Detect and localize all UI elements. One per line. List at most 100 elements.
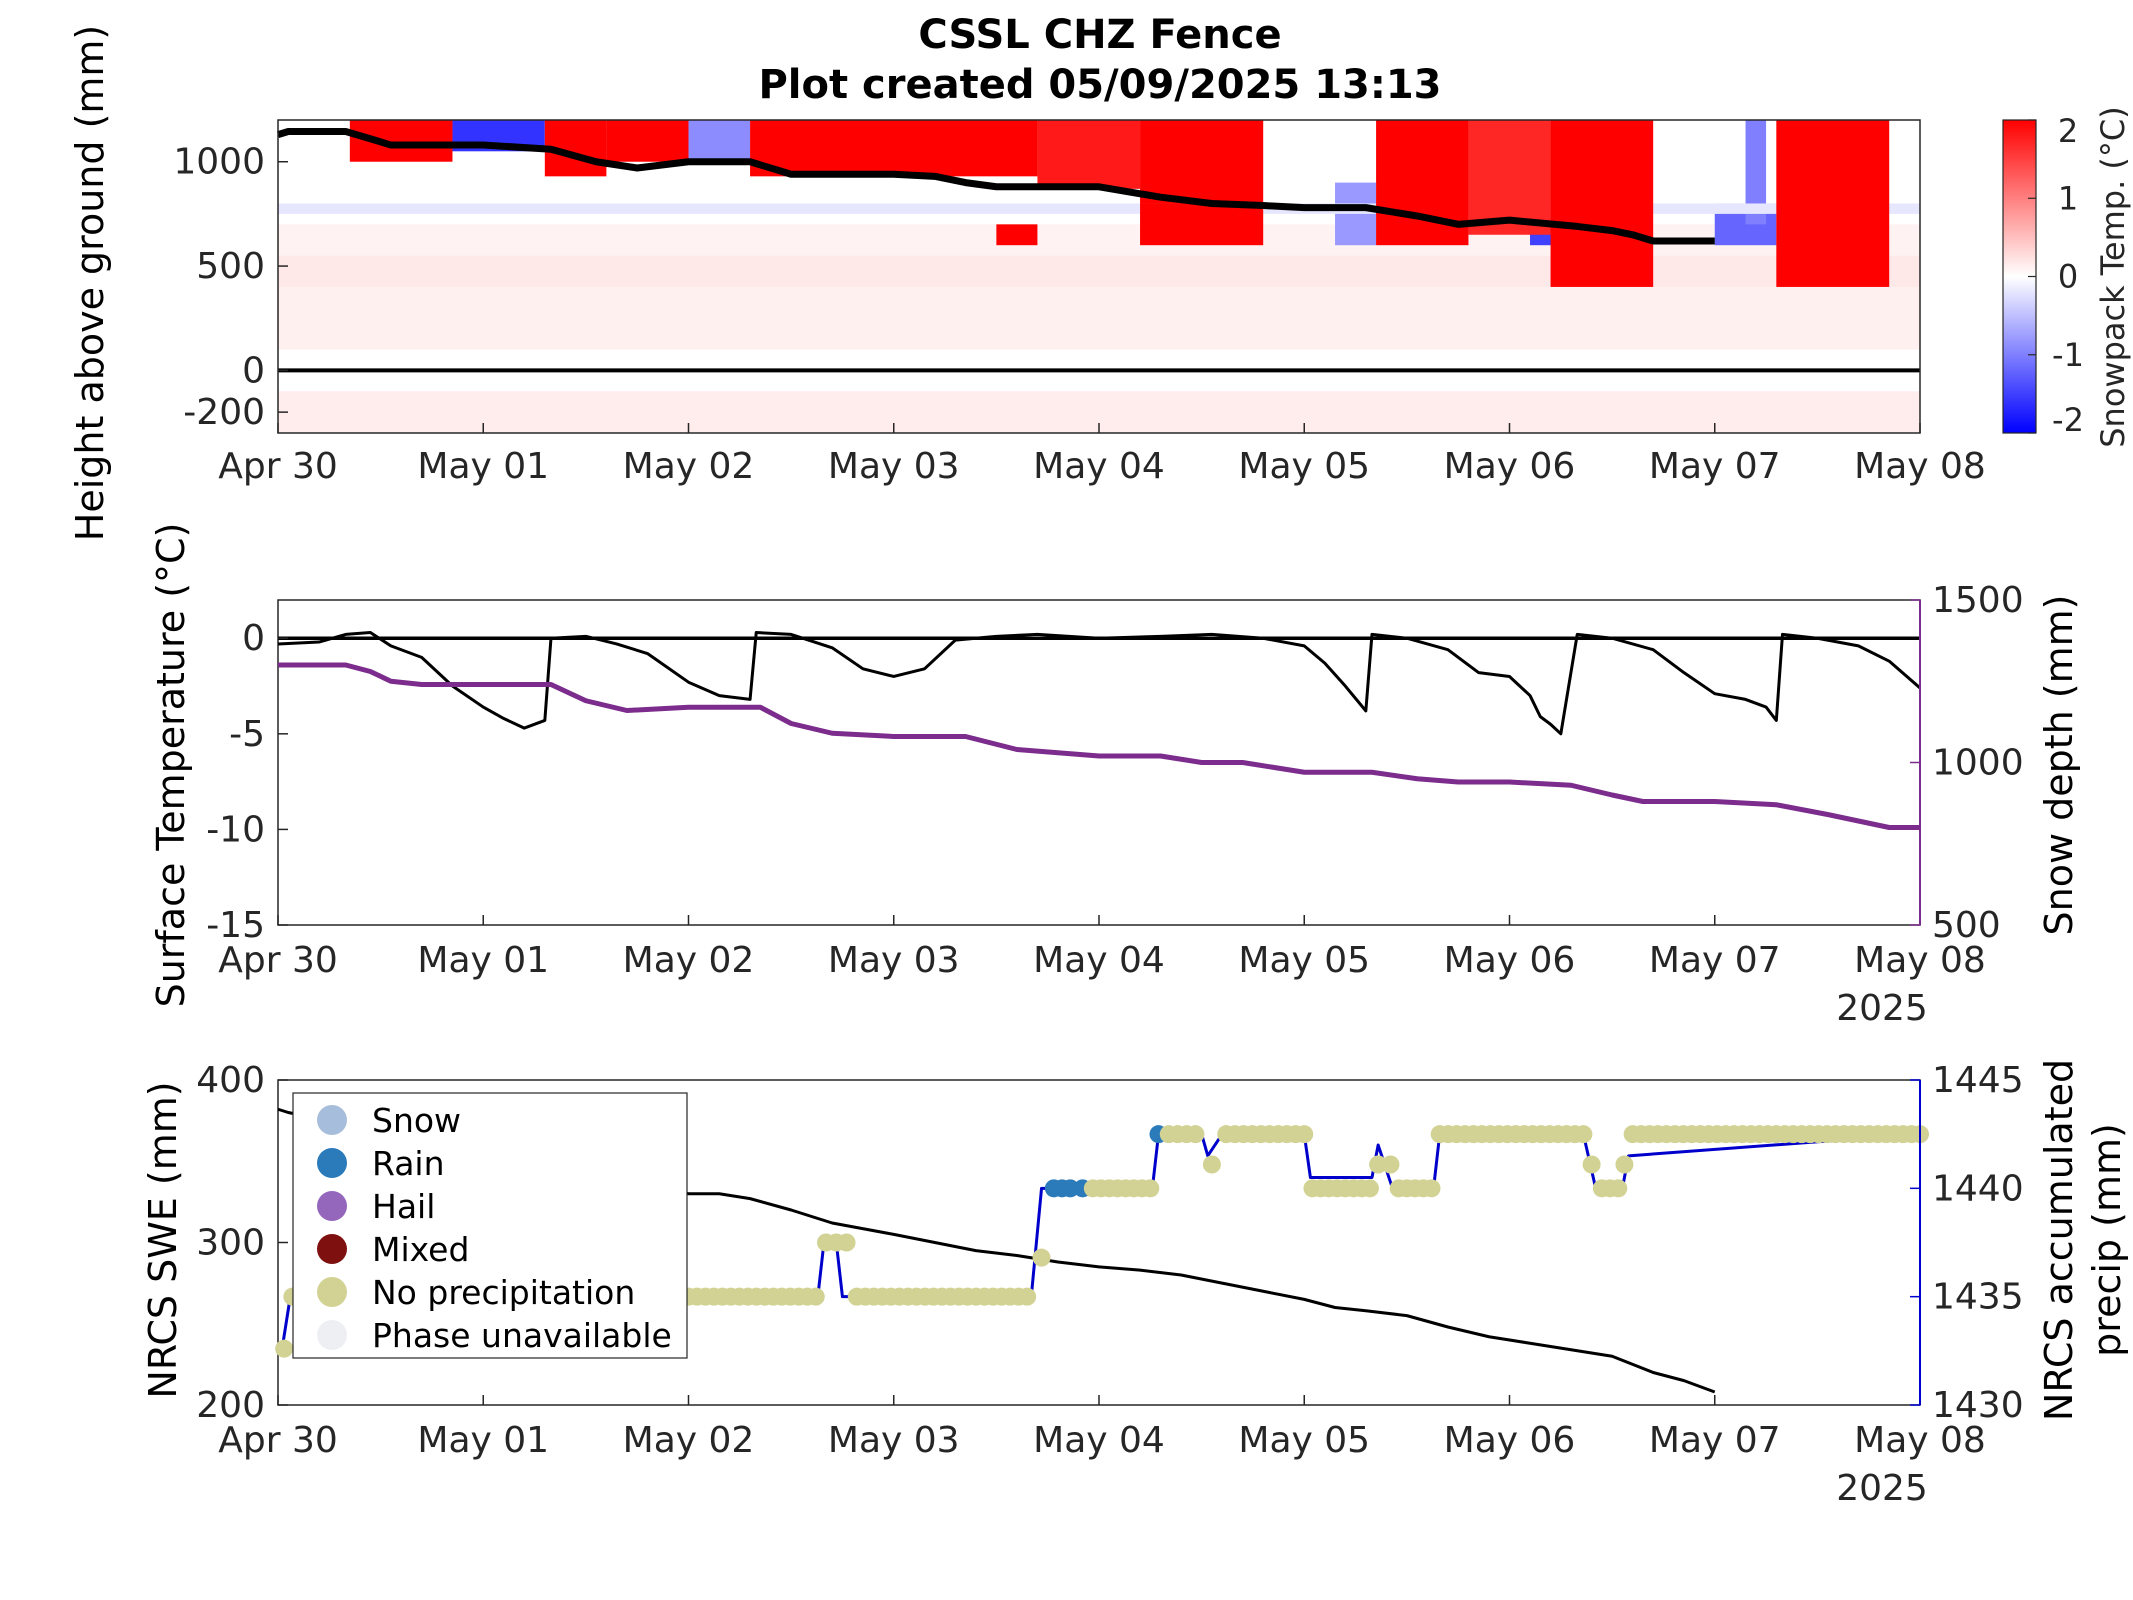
precip-phase-dot <box>1360 1179 1379 1198</box>
heatmap-cell <box>688 120 751 162</box>
colorbar-tick-label: 2 <box>2058 112 2078 150</box>
heatmap-cell <box>1776 120 1890 287</box>
swe-ytick-label: 300 <box>196 1223 265 1264</box>
precip-phase-dot <box>806 1287 825 1306</box>
heatmap-xtick-label: May 05 <box>1238 446 1370 487</box>
precip-phase-dot <box>837 1233 856 1252</box>
legend-label: Mixed <box>372 1230 469 1269</box>
heatmap-ticks: Apr 30 May 01 May 02 May 03 May 04 May 05 May … <box>173 142 1985 487</box>
precip-ylabel-line2: precip (mm) <box>2085 1123 2129 1357</box>
swe-xtick-label: May 04 <box>1033 1420 1165 1461</box>
heatmap-cell <box>1745 120 1767 225</box>
colorbar-tick-label: -2 <box>2052 401 2084 439</box>
heatmap-xtick-label: May 08 <box>1854 446 1986 487</box>
surface-xtick-label: May 08 <box>1854 940 1986 981</box>
precip-ytick-label: 1435 <box>1932 1277 2024 1318</box>
heatmap-cell <box>996 224 1038 246</box>
heatmap-ytick-label: 500 <box>196 246 265 287</box>
swe-xtick-label: May 07 <box>1649 1420 1781 1461</box>
surface-ytick-label: 0 <box>242 618 265 659</box>
heatmap-cell <box>750 120 1038 177</box>
legend-marker <box>317 1320 347 1350</box>
precip-phase-legend: Snow Rain Hail Mixed No precipitation Phase u… <box>292 1092 688 1359</box>
precip-ytick-label: 1440 <box>1932 1168 2024 1209</box>
precip-phase-dot <box>1582 1155 1601 1174</box>
legend-label: Hail <box>372 1187 435 1226</box>
heatmap-cell <box>278 203 1920 214</box>
swe-xtick-label: May 06 <box>1444 1420 1576 1461</box>
heatmap-xtick-label: Apr 30 <box>218 446 338 487</box>
precip-phase-dot <box>1061 1179 1080 1198</box>
surface-xtick-label: May 06 <box>1444 940 1576 981</box>
swe-xtick-label: May 01 <box>417 1420 549 1461</box>
snow-depth-ytick-label: 500 <box>1932 905 2001 946</box>
legend-marker <box>317 1234 347 1264</box>
legend-label: Snow <box>372 1101 461 1140</box>
heatmap-xtick-label: May 02 <box>623 446 755 487</box>
surface-xtick-label: May 05 <box>1238 940 1370 981</box>
swe-ytick-label: 400 <box>196 1060 265 1101</box>
surface-ticks: Apr 30 May 01 May 02 May 03 May 04 May 05 May … <box>206 580 2023 981</box>
heatmap-cell <box>1335 182 1377 246</box>
swe-line <box>277 1107 1716 1394</box>
panel-snowpack-temperature: Apr 30 May 01 May 02 May 03 May 04 May 05 May … <box>68 25 2132 542</box>
snow-depth-ytick-label: 1000 <box>1932 743 2024 784</box>
precip-ylabel-line1: NRCS accumulated <box>2037 1059 2081 1421</box>
precip-phase-dot <box>1609 1179 1628 1198</box>
surface-xtick-label: May 07 <box>1649 940 1781 981</box>
precip-phase-dot <box>1381 1155 1400 1174</box>
heatmap-cell <box>1037 120 1141 189</box>
legend-marker <box>317 1191 347 1221</box>
precip-phase-dot <box>1141 1179 1160 1198</box>
heatmap-band <box>278 286 1920 350</box>
surface-ytick-label: -10 <box>206 809 265 850</box>
panel-nrcs-swe: Apr 30 May 01 May 02 May 03 May 04 May 05 May … <box>141 1059 2129 1509</box>
legend-label: Rain <box>372 1144 445 1183</box>
surface-ytick-label: -5 <box>229 714 265 755</box>
colorbar-tick-label: -1 <box>2052 336 2084 374</box>
precip-phase-dot <box>1018 1287 1037 1306</box>
heatmap-ylabel: Height above ground (mm) <box>68 25 112 542</box>
precip-phase-dot <box>1422 1179 1441 1198</box>
snow-surface-line <box>276 127 1715 245</box>
surface-year-label: 2025 <box>1836 988 1928 1029</box>
legend-label: Phase unavailable <box>372 1316 672 1355</box>
precip-phase-dot <box>1295 1125 1314 1144</box>
panel-surface-temperature: Apr 30 May 01 May 02 May 03 May 04 May 05 May … <box>149 523 2081 1029</box>
swe-ytick-label: 200 <box>196 1385 265 1426</box>
swe-year-label: 2025 <box>1836 1468 1928 1509</box>
surface-xtick-label: May 02 <box>623 940 755 981</box>
legend-box <box>292 1092 688 1359</box>
precip-phase-dot <box>1032 1248 1051 1267</box>
colorbar-tick-label: 0 <box>2058 258 2078 296</box>
legend-marker <box>317 1148 347 1178</box>
heatmap-cell <box>1468 120 1551 235</box>
colorbar-ticks: -2 -1 0 1 2 <box>2028 112 2084 439</box>
heatmap-ytick-label: 0 <box>242 350 265 391</box>
swe-xtick-label: May 08 <box>1854 1420 1986 1461</box>
heatmap-xtick-label: May 07 <box>1649 446 1781 487</box>
heatmap-xtick-label: May 01 <box>417 446 549 487</box>
snow-depth-ylabel: Snow depth (mm) <box>2037 595 2081 936</box>
surface-xtick-label: Apr 30 <box>218 940 338 981</box>
precip-phase-dot <box>1202 1155 1221 1174</box>
heatmap-xtick-label: May 04 <box>1033 446 1165 487</box>
heatmap-cell <box>1140 203 1264 246</box>
heatmap-xtick-label: May 03 <box>828 446 960 487</box>
precip-phase-dot <box>1186 1125 1205 1144</box>
precip-ytick-label: 1430 <box>1932 1385 2024 1426</box>
surface-xtick-label: May 03 <box>828 940 960 981</box>
heatmap-ytick-label: 1000 <box>173 142 265 183</box>
precip-phase-dot <box>1615 1155 1634 1174</box>
heatmap-temperature-blocks <box>278 120 1920 287</box>
heatmap-ytick-label: -200 <box>183 392 265 433</box>
swe-xtick-label: May 02 <box>623 1420 755 1461</box>
legend-marker <box>317 1277 347 1307</box>
surface-plot-lines <box>277 631 1921 830</box>
precip-ytick-label: 1445 <box>1932 1060 2024 1101</box>
heatmap-band <box>278 255 1920 287</box>
heatmap-cell <box>1550 120 1654 287</box>
colorbar-label: Snowpack Temp. (°C) <box>2094 106 2132 448</box>
heatmap-cell <box>1140 120 1264 204</box>
heatmap-cell <box>606 120 689 162</box>
